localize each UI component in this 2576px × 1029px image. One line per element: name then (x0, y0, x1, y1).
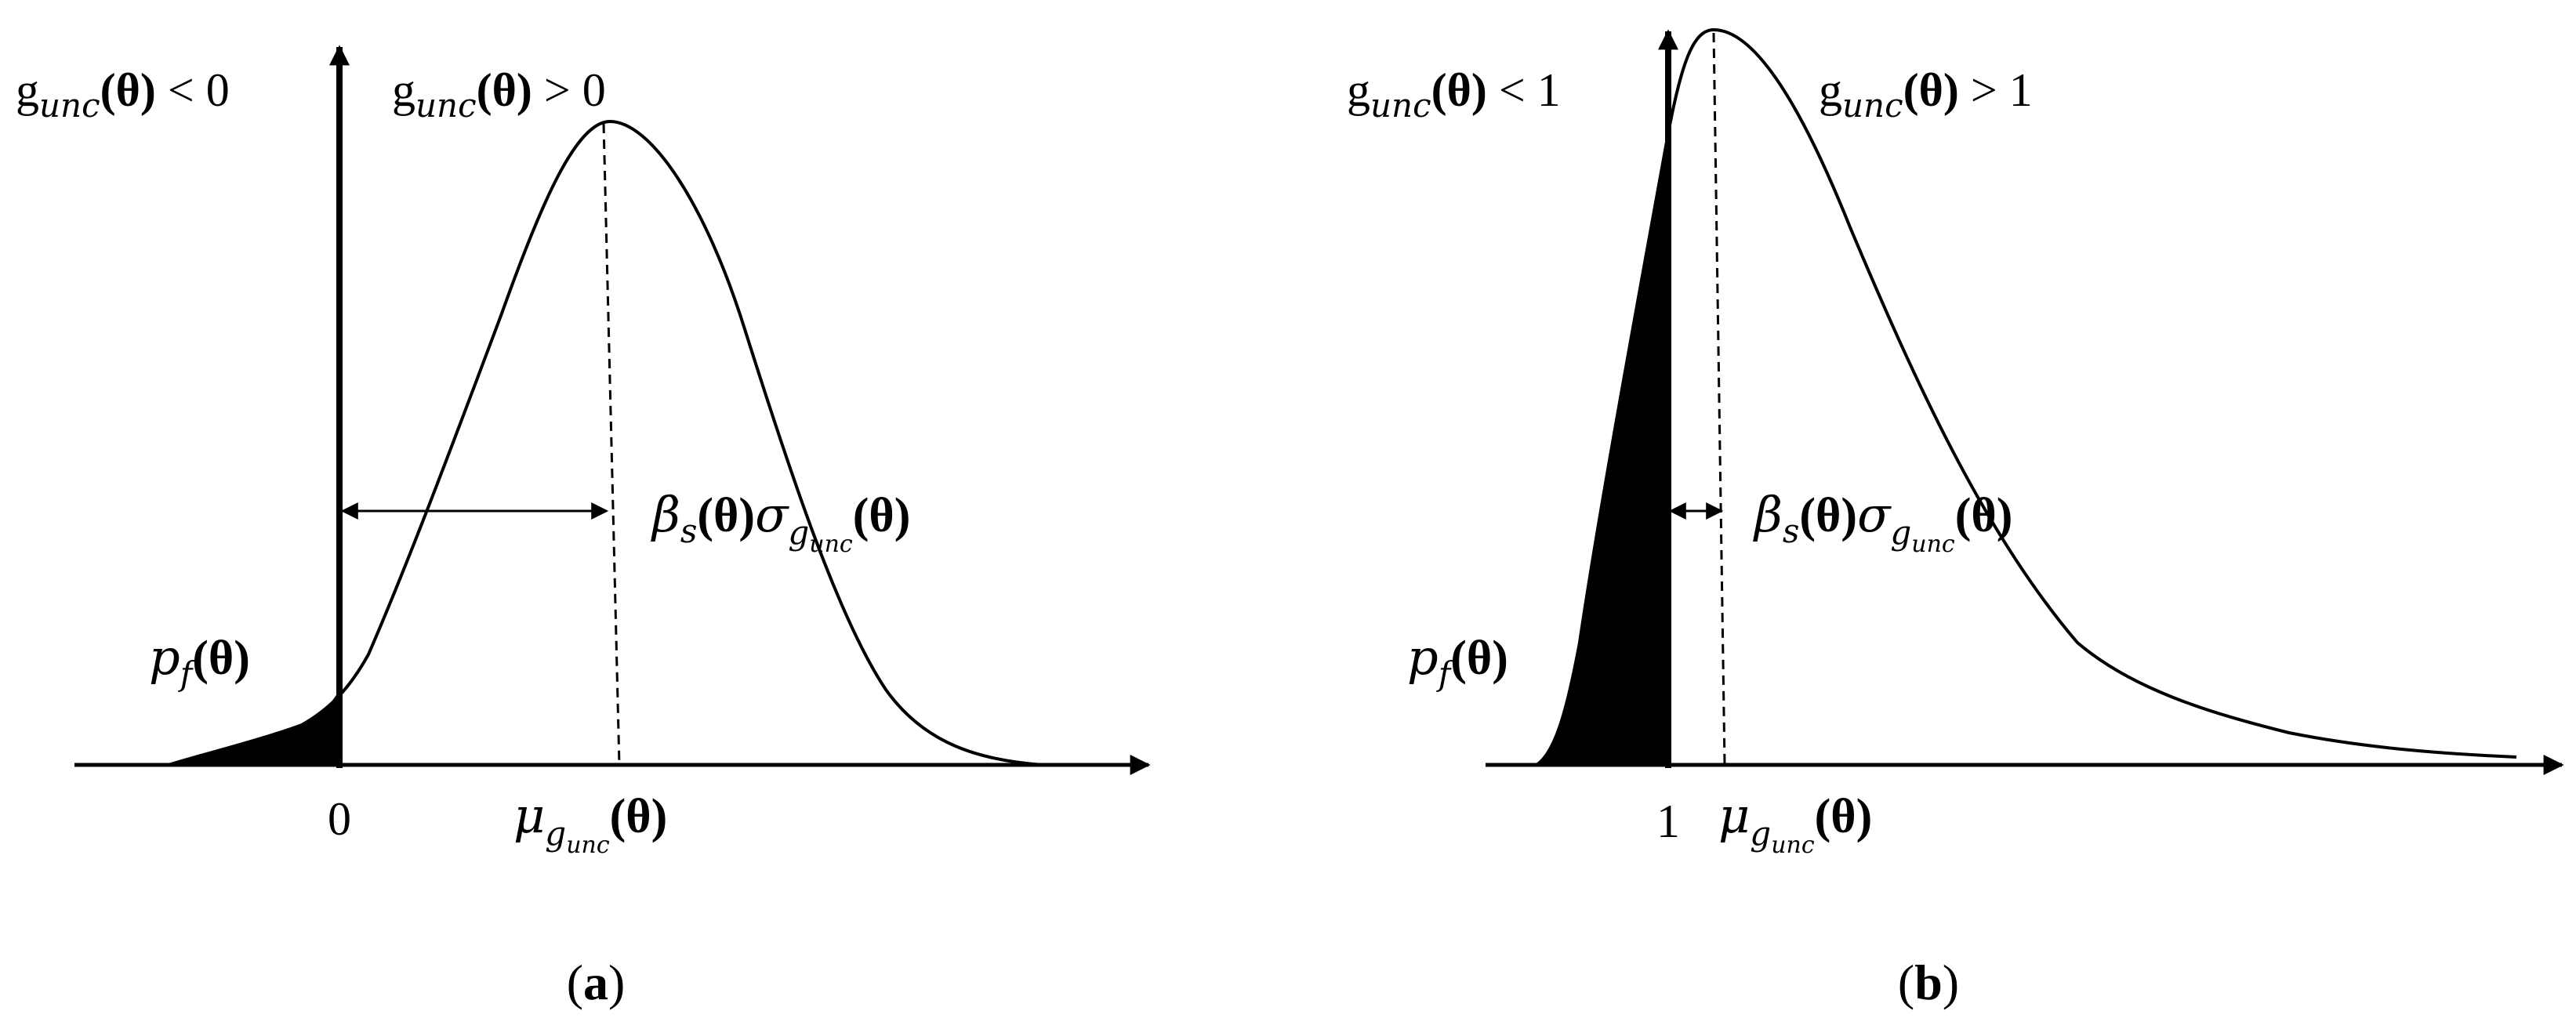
failure-region-a (169, 690, 339, 765)
mean-line-b (1712, 32, 1726, 766)
left-region-label-b: gunc(θ) < 1 (1347, 64, 1561, 125)
panel-a: gunc(θ) < 0 gunc(θ) > 0 pf(θ) βs(θ)σgunc… (16, 45, 1151, 1010)
threshold-tick-a: 0 (328, 793, 351, 845)
panel-b: gunc(θ) < 1 gunc(θ) > 1 pf(θ) βs(θ)σgunc… (1347, 27, 2564, 1010)
panel-caption-a: (a) (567, 955, 626, 1010)
failure-probability-label-b: pf(θ) (1407, 629, 1508, 693)
pdf-curve-b (1535, 27, 2517, 766)
reliability-index-label-a: βs(θ)σgunc(θ) (651, 486, 910, 558)
right-region-label-b: gunc(θ) > 1 (1819, 64, 2033, 125)
mean-line-a (602, 123, 621, 766)
failure-region-b (1537, 133, 1668, 765)
threshold-tick-b: 1 (1656, 795, 1680, 847)
panel-caption-b: (b) (1898, 955, 1959, 1010)
left-region-label-a: gunc(θ) < 0 (16, 64, 230, 125)
reliability-index-label-b: βs(θ)σgunc(θ) (1753, 486, 2012, 558)
right-region-label-a: gunc(θ) > 0 (392, 64, 606, 125)
mean-label-a: μgunc(θ) (513, 787, 667, 859)
failure-probability-label-a: pf(θ) (149, 629, 250, 693)
mean-label-b: μgunc(θ) (1718, 787, 1872, 859)
